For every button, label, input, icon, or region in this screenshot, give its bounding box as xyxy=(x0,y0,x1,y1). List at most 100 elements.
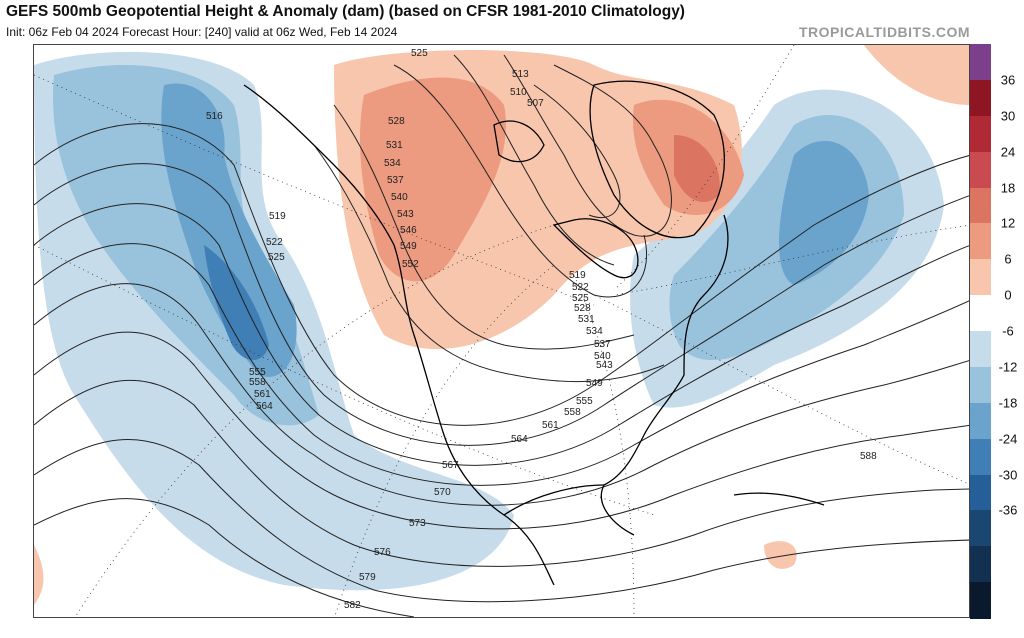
map-svg: 516 519 522 525 555 558 561 564 567 570 … xyxy=(34,45,969,617)
contour-label: 555 xyxy=(249,367,266,378)
contour-line xyxy=(533,84,621,219)
colorbar-segment xyxy=(970,438,991,475)
contour-label: 558 xyxy=(564,407,581,418)
chart-subtitle: Init: 06z Feb 04 2024 Forecast Hour: [24… xyxy=(6,25,398,39)
contour-label: 510 xyxy=(510,87,527,98)
contour-line xyxy=(333,104,635,350)
contour-label: 522 xyxy=(572,282,589,293)
contour-label: 513 xyxy=(512,69,529,80)
anomaly-ne-corner xyxy=(864,45,969,105)
greenland-coast xyxy=(589,80,726,239)
contour-line xyxy=(393,64,648,298)
north-america-east-coast xyxy=(600,214,729,536)
colorbar: 36 30 24 18 12 6 0 -6 -12 -18 -24 -30 -36 xyxy=(970,44,1024,619)
colorbar-segment xyxy=(970,510,991,547)
colorbar-tick-label: -30 xyxy=(998,467,1018,482)
contour-label: 588 xyxy=(860,451,877,462)
colorbar-segment xyxy=(970,259,991,296)
colorbar-tick-label: 24 xyxy=(1000,144,1016,160)
contour-line xyxy=(34,439,969,603)
contour-label: 558 xyxy=(249,377,266,388)
contour-label: 579 xyxy=(359,572,376,583)
colorbar-tick-label: -18 xyxy=(998,395,1018,411)
contour-label: 525 xyxy=(572,293,589,304)
anomaly-greenland-ridge-dark xyxy=(674,135,720,203)
colorbar-tick-label: 12 xyxy=(1000,215,1016,231)
gulf-coast xyxy=(503,484,605,516)
contour-label: 549 xyxy=(400,241,417,252)
contour-label: 570 xyxy=(434,487,451,498)
height-contours xyxy=(34,54,969,617)
colorbar-segment xyxy=(970,295,991,332)
contour-label: 531 xyxy=(386,140,403,151)
colorbar-segment xyxy=(970,366,991,404)
hudson-bay xyxy=(552,218,639,279)
contour-label: 519 xyxy=(569,270,586,281)
colorbar-segment xyxy=(970,79,991,117)
colorbar-tick-label: -24 xyxy=(998,431,1018,447)
contour-label: 519 xyxy=(269,211,286,222)
contour-label: 543 xyxy=(596,360,613,371)
contour-label: 573 xyxy=(409,518,426,529)
colorbar-tick-label: -36 xyxy=(998,502,1018,518)
contour-line xyxy=(34,163,969,446)
anomaly-ridge-mid xyxy=(359,77,506,282)
contour-label: 534 xyxy=(384,158,401,169)
contour-label: 531 xyxy=(578,314,595,325)
colorbar-segment xyxy=(970,44,991,81)
chart-title: GEFS 500mb Geopotential Height & Anomaly… xyxy=(6,3,685,20)
contour-label: 576 xyxy=(374,547,391,558)
graticule xyxy=(34,45,969,617)
contour-label: 549 xyxy=(586,378,603,389)
colorbar-tick-label: 18 xyxy=(1000,180,1016,195)
graticule-line xyxy=(573,274,635,617)
contour-line xyxy=(34,203,969,466)
colorbar-segment xyxy=(970,331,991,368)
contour-line xyxy=(34,283,969,506)
contour-label: 567 xyxy=(442,460,459,471)
contour-label: 564 xyxy=(256,401,273,412)
colorbar-tick-label: 6 xyxy=(1004,251,1012,267)
contour-label: 522 xyxy=(266,237,283,248)
contour-label: 525 xyxy=(411,48,428,59)
contour-labels: 516 519 522 525 555 558 561 564 567 570 … xyxy=(206,48,877,611)
anomaly-pacific-trough-dark xyxy=(161,83,297,377)
contour-label: 552 xyxy=(402,259,419,270)
colorbar-segment xyxy=(970,474,991,511)
contour-label: 546 xyxy=(400,225,417,236)
anomaly-caribbean-blob xyxy=(764,541,797,569)
graticule-line xyxy=(34,244,655,516)
contour-line xyxy=(34,379,969,567)
contour-label: 537 xyxy=(594,339,611,350)
contour-label: 561 xyxy=(254,389,271,400)
graticule-line xyxy=(613,45,795,291)
colorbar-segment xyxy=(970,187,991,224)
colorbar-segment xyxy=(970,402,991,440)
colorbar-tick-label: 36 xyxy=(1000,72,1016,88)
contour-line xyxy=(34,331,969,530)
contour-label: 543 xyxy=(397,209,414,220)
contour-label: 534 xyxy=(586,326,603,337)
colorbar-tick-label: 0 xyxy=(1004,287,1012,303)
colorbar-segment xyxy=(970,223,991,260)
contour-line xyxy=(503,54,672,237)
anomaly-sw-blob xyxy=(34,545,44,605)
brand-watermark: TROPICALTIDBITS.COM xyxy=(798,24,970,40)
contour-label: 540 xyxy=(391,192,408,203)
contour-label: 507 xyxy=(527,98,544,109)
contour-label: 525 xyxy=(268,252,285,263)
contour-label: 555 xyxy=(576,396,593,407)
contour-line xyxy=(34,243,969,486)
contour-label: 540 xyxy=(594,351,611,362)
contour-line xyxy=(453,54,615,266)
contour-line xyxy=(313,144,665,383)
colorbar-tick-label: -12 xyxy=(998,359,1018,375)
colorbar-tick-label: -6 xyxy=(1002,323,1014,339)
contour-line xyxy=(34,498,415,617)
cuba-coast xyxy=(733,492,825,506)
contour-label: 528 xyxy=(388,116,405,127)
contour-label: 528 xyxy=(574,303,591,314)
contour-line xyxy=(34,123,969,426)
canadian-archipelago xyxy=(493,120,545,163)
graticule-line xyxy=(334,264,555,617)
